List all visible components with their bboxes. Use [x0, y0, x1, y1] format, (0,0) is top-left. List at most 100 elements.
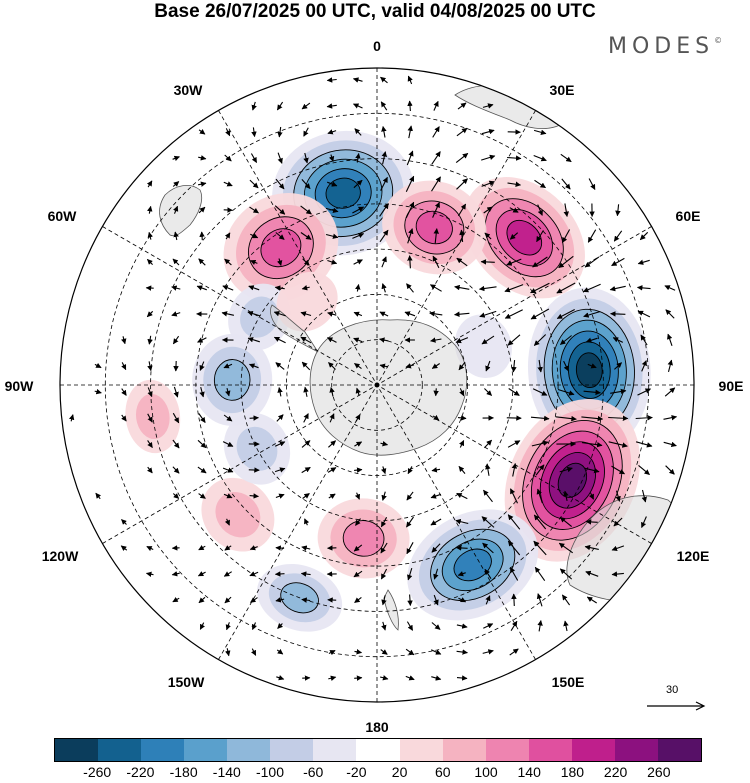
label-lon-30e: 30E	[549, 82, 575, 98]
wind-arrow	[381, 466, 387, 475]
anomaly-contour	[506, 219, 543, 256]
wind-arrow	[249, 571, 259, 577]
wind-arrow	[504, 284, 524, 293]
wind-arrow	[563, 490, 569, 502]
wind-arrow	[534, 179, 546, 189]
wind-arrow	[665, 309, 675, 319]
wind-arrow	[407, 75, 413, 85]
wind-arrow	[511, 593, 517, 607]
wind-arrow	[300, 232, 312, 240]
wind-arrow	[225, 128, 231, 137]
brand-logo: MODES©	[608, 34, 722, 59]
wind-arrow	[431, 543, 441, 553]
colorbar-swatch	[98, 739, 142, 761]
wind-arrow	[302, 493, 310, 499]
wind-arrow	[352, 206, 365, 214]
wind-arrow	[327, 311, 337, 317]
wind-arrow	[172, 493, 180, 499]
wind-arrow	[223, 571, 232, 577]
wind-arrow	[380, 649, 388, 655]
wind-arrow	[432, 414, 440, 421]
wind-arrow	[483, 206, 493, 214]
wind-arrow	[224, 596, 232, 604]
wind-arrow	[507, 514, 521, 530]
wind-arrow	[483, 623, 494, 629]
wind-arrow	[354, 441, 363, 447]
wind-arrow	[355, 387, 361, 396]
wind-arrow	[584, 467, 600, 474]
wind-arrow	[277, 387, 283, 397]
wind-arrow	[171, 311, 181, 317]
wind-arrow	[379, 311, 389, 317]
wind-arrow	[559, 335, 572, 345]
wind-arrow	[641, 489, 647, 503]
wind-arrow	[637, 259, 650, 265]
wind-arrow	[611, 545, 625, 552]
wind-arrow	[483, 489, 493, 503]
colorbar-tick-label: 60	[435, 764, 451, 780]
wind-arrow	[380, 568, 388, 580]
wind-arrow	[637, 310, 651, 318]
wind-arrow	[301, 285, 310, 291]
colorbar	[54, 738, 702, 762]
wind-arrow	[147, 361, 153, 372]
colorbar-swatch	[227, 739, 271, 761]
wind-arrow	[615, 490, 621, 502]
wind-arrow	[145, 571, 154, 577]
wind-arrow	[274, 205, 286, 215]
latitude-circle	[331, 339, 423, 431]
wind-arrow	[198, 413, 206, 423]
wind-arrow	[247, 310, 261, 317]
wind-arrow	[615, 204, 621, 217]
wind-arrow	[248, 363, 259, 369]
wind-arrow	[120, 545, 128, 552]
wind-arrow	[638, 464, 650, 476]
wind-arrow	[458, 597, 467, 603]
wind-arrow	[147, 387, 153, 398]
label-lon-120w: 120W	[41, 548, 79, 564]
wind-arrow	[478, 285, 497, 292]
wind-arrow	[608, 441, 628, 448]
wind-arrow	[457, 415, 467, 421]
wind-arrow	[250, 153, 258, 163]
wind-arrow	[636, 285, 651, 291]
wind-arrow	[481, 128, 495, 135]
wind-arrow	[611, 465, 625, 475]
wind-arrow	[197, 466, 207, 474]
wind-arrow	[354, 675, 363, 681]
anomaly-cell	[192, 333, 273, 426]
wind-arrow	[479, 310, 497, 318]
wind-arrow	[275, 178, 285, 190]
wind-arrow	[198, 493, 206, 499]
wind-arrow	[197, 181, 207, 187]
colorbar-tick-label: -220	[126, 764, 155, 780]
label-lon-120e: 120E	[676, 548, 710, 564]
wind-arrow	[121, 362, 127, 371]
label-lon-60e: 60E	[675, 208, 701, 224]
colorbar-swatch	[55, 739, 99, 761]
wind-arrow	[585, 337, 598, 343]
wind-arrow	[614, 362, 622, 370]
wind-arrow	[68, 414, 75, 422]
wind-arrow	[537, 359, 543, 373]
wind-arrow	[640, 334, 648, 346]
wind-arrow	[171, 571, 180, 577]
colorbar-swatch	[485, 739, 529, 761]
colorbar-swatch	[141, 739, 185, 761]
colorbar-swatch	[270, 739, 314, 761]
colorbar-tick-label: 100	[474, 764, 498, 780]
wind-arrow	[224, 545, 232, 551]
wind-arrow	[352, 77, 363, 83]
wind-arrow	[481, 335, 495, 345]
wind-arrow	[274, 467, 286, 473]
wind-arrow	[641, 360, 647, 372]
wind-arrow	[407, 100, 413, 112]
wind-arrow	[328, 493, 336, 499]
wind-arrow	[147, 205, 153, 214]
south-pole-marker	[374, 382, 380, 388]
colorbar-tick-label: 260	[647, 764, 671, 780]
wind-arrow	[536, 230, 544, 243]
wind-arrow	[430, 337, 442, 343]
wind-arrow	[455, 152, 469, 164]
